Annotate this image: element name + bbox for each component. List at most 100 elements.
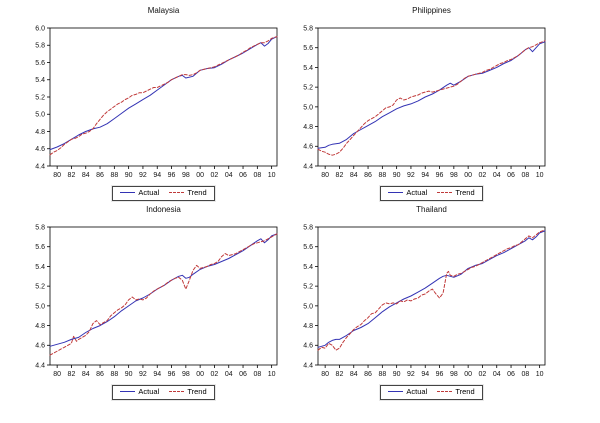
x-tick-label: 80 <box>53 371 61 378</box>
actual-line-sample-icon <box>388 191 404 193</box>
x-tick-label: 04 <box>225 172 233 179</box>
thailand-plot: 4.4 4.6 4.8 5.0 5.2 5.4 5.6 5.8 80 82 84 86 88 90 92 94… <box>303 224 546 378</box>
legend-trend-label: Trend <box>455 387 475 397</box>
legend-trend-label: Trend <box>455 188 475 198</box>
x-tick-label: 08 <box>253 172 261 179</box>
y-tick-label: 5.8 <box>35 43 45 50</box>
y-tick-label: 5.2 <box>303 85 313 92</box>
x-tick-label: 02 <box>211 172 219 179</box>
x-axis: 80 82 84 86 88 90 92 94 96 98 00 02 04 06 08 10 <box>321 365 544 378</box>
x-tick-label: 98 <box>182 371 190 378</box>
trend-line-sample-icon <box>169 390 185 392</box>
x-tick-label: 82 <box>68 371 76 378</box>
actual-series-line <box>317 41 546 149</box>
legend-actual-label: Actual <box>406 188 428 198</box>
x-axis: 80 82 84 86 88 90 92 94 96 98 00 02 04 06 08 10 <box>53 365 276 378</box>
x-tick-label: 98 <box>182 172 190 179</box>
x-tick-label: 02 <box>479 371 487 378</box>
x-tick-label: 06 <box>239 371 247 378</box>
y-tick-label: 4.6 <box>303 343 313 350</box>
x-tick-label: 88 <box>110 371 118 378</box>
x-tick-label: 94 <box>153 172 161 179</box>
x-tick-label: 82 <box>336 371 344 378</box>
y-tick-label: 5.6 <box>35 60 45 67</box>
x-tick-label: 92 <box>407 172 415 179</box>
y-tick-label: 4.6 <box>35 343 45 350</box>
indonesia-plot: 4.4 4.6 4.8 5.0 5.2 5.4 5.6 5.8 80 82 84 86 88 90 92 94… <box>35 224 278 378</box>
y-tick-label: 5.8 <box>35 224 45 231</box>
chart-title-malaysia: Malaysia <box>147 6 180 15</box>
y-tick-label: 4.8 <box>303 323 313 330</box>
x-tick-label: 94 <box>153 371 161 378</box>
legend-box: Actual Trend <box>112 385 215 401</box>
y-axis: 4.4 4.6 4.8 5.0 5.2 5.4 5.6 5.8 6.0 <box>35 25 50 170</box>
x-tick-label: 04 <box>225 371 233 378</box>
plot-frame <box>317 226 546 366</box>
x-tick-label: 96 <box>168 172 176 179</box>
y-tick-label: 4.8 <box>35 323 45 330</box>
y-tick-label: 5.6 <box>35 244 45 251</box>
x-tick-label: 08 <box>521 371 529 378</box>
x-tick-label: 82 <box>68 172 76 179</box>
trend-series-line <box>317 40 546 156</box>
legend-trend-label: Trend <box>187 188 207 198</box>
x-tick-label: 10 <box>268 172 276 179</box>
x-tick-label: 86 <box>364 371 372 378</box>
x-tick-label: 90 <box>393 172 401 179</box>
actual-line-sample-icon <box>120 390 136 392</box>
x-tick-label: 06 <box>507 371 515 378</box>
x-tick-label: 00 <box>196 172 204 179</box>
x-tick-label: 88 <box>110 172 118 179</box>
x-tick-label: 08 <box>253 371 261 378</box>
x-tick-label: 88 <box>378 172 386 179</box>
philippines-plot: 4.4 4.6 4.8 5.0 5.2 5.4 5.6 5.8 80 82 84 86 88 90 92 94… <box>303 25 546 179</box>
y-tick-label: 5.2 <box>35 94 45 101</box>
legend-indonesia: Actual Trend <box>50 381 277 401</box>
trend-line-sample-icon <box>169 191 185 193</box>
y-tick-label: 4.8 <box>303 124 313 131</box>
y-axis: 4.4 4.6 4.8 5.0 5.2 5.4 5.6 5.8 <box>35 224 50 369</box>
y-tick-label: 5.0 <box>303 303 313 310</box>
y-tick-label: 6.0 <box>35 25 45 32</box>
x-axis: 80 82 84 86 88 90 92 94 96 98 00 02 04 06 08 10 <box>53 166 276 179</box>
y-tick-label: 4.8 <box>35 129 45 136</box>
x-tick-label: 86 <box>96 371 104 378</box>
y-tick-label: 4.4 <box>303 362 313 369</box>
legend-actual-label: Actual <box>138 188 160 198</box>
y-tick-label: 5.8 <box>303 25 313 32</box>
x-tick-label: 96 <box>436 371 444 378</box>
x-tick-label: 10 <box>536 371 544 378</box>
malaysia-plot: 4.4 4.6 4.8 5.0 5.2 5.4 5.6 5.8 6.0 80 82 84 86 88 90 9… <box>35 25 278 179</box>
x-tick-label: 80 <box>321 371 329 378</box>
legend-trend-label: Trend <box>187 387 207 397</box>
chart-panel-indonesia: Indonesia 4.4 4.6 4.8 5.0 5.2 5.4 5.6 5.8 80 82 84… <box>0 203 300 403</box>
actual-series-line <box>49 233 278 347</box>
y-tick-label: 5.4 <box>35 77 45 84</box>
trend-series-line <box>49 233 278 356</box>
x-tick-label: 94 <box>421 371 429 378</box>
actual-series-line <box>49 36 278 151</box>
x-tick-label: 90 <box>125 172 133 179</box>
y-tick-label: 5.4 <box>35 264 45 271</box>
trend-line-sample-icon <box>437 390 453 392</box>
x-tick-label: 00 <box>464 172 472 179</box>
plot-frame <box>317 27 546 167</box>
y-tick-label: 5.4 <box>303 65 313 72</box>
x-tick-label: 84 <box>82 172 90 179</box>
y-tick-label: 5.0 <box>35 303 45 310</box>
y-tick-label: 5.0 <box>35 112 45 119</box>
x-tick-label: 90 <box>393 371 401 378</box>
x-tick-label: 82 <box>336 172 344 179</box>
y-tick-label: 5.6 <box>303 45 313 52</box>
x-tick-label: 94 <box>421 172 429 179</box>
y-tick-label: 5.2 <box>303 284 313 291</box>
x-tick-label: 90 <box>125 371 133 378</box>
y-axis: 4.4 4.6 4.8 5.0 5.2 5.4 5.6 5.8 <box>303 224 318 369</box>
chart-title-thailand: Thailand <box>416 205 447 214</box>
x-tick-label: 98 <box>450 172 458 179</box>
x-tick-label: 10 <box>536 172 544 179</box>
y-tick-label: 4.4 <box>35 163 45 170</box>
x-tick-label: 96 <box>436 172 444 179</box>
legend-malaysia: Actual Trend <box>50 182 277 202</box>
